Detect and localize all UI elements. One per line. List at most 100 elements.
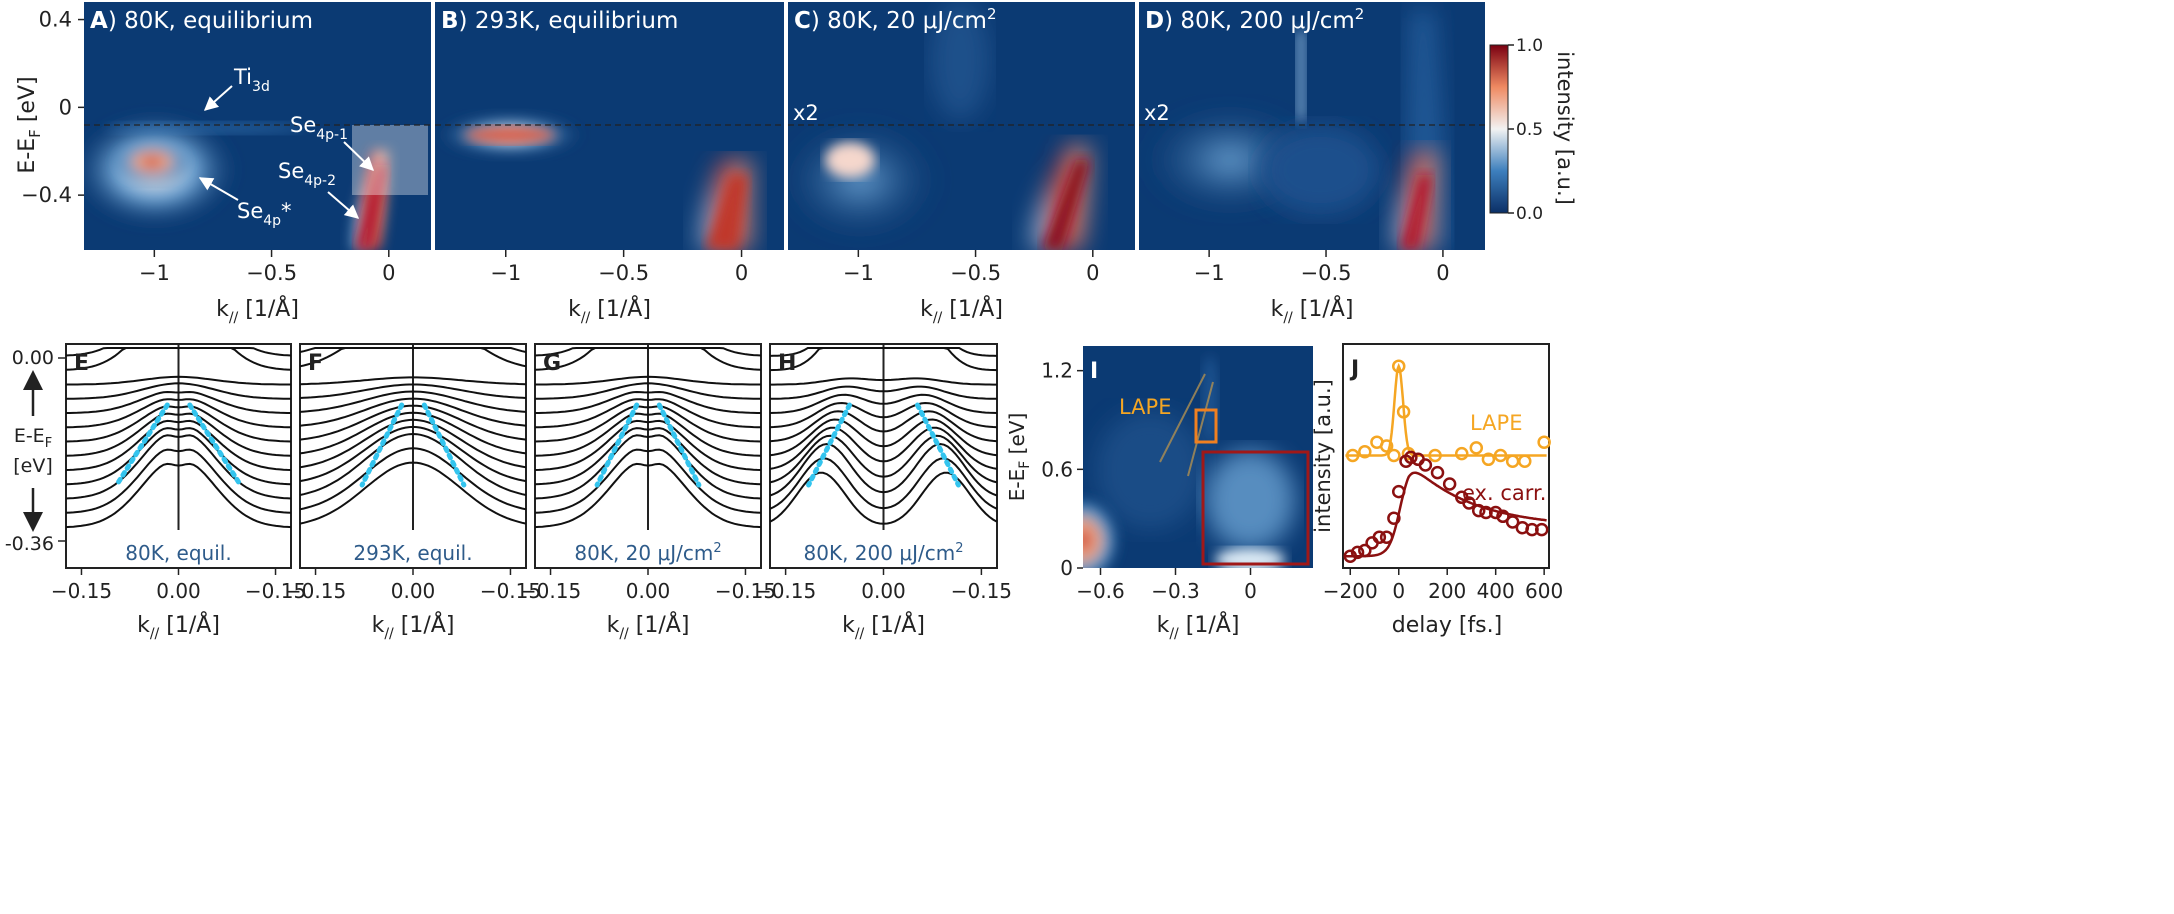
mid-xtick: −0.15 <box>715 579 776 603</box>
mid-x-label: k// [1/Å] <box>607 611 690 642</box>
panel-g: G 80K, 20 μJ/cm2 −0.15 0.00 −0.15 k// [1/Å] <box>520 343 776 642</box>
top-xtick: −0.5 <box>598 261 649 285</box>
panel-j-xtick: 600 <box>1525 579 1563 603</box>
colorbar-label: intensity [a.u.] <box>1553 51 1577 205</box>
excarr-data-point <box>1534 522 1549 537</box>
excarr-data-point <box>1404 450 1418 465</box>
top-xtick: −1 <box>139 261 170 285</box>
panel-j-xtick: 200 <box>1428 579 1466 603</box>
lape-data-point <box>1455 446 1469 461</box>
excarr-data-point <box>1462 496 1476 510</box>
lape-data-point <box>1518 454 1532 468</box>
panel-letter: G <box>543 351 561 376</box>
excarr-data-point <box>1418 458 1433 472</box>
lape-guide-line-1 <box>1159 373 1206 463</box>
panel-j-y-label: intensity [a.u.] <box>1311 379 1335 533</box>
mid-xtick: −0.15 <box>951 579 1012 603</box>
mid-y-label-line1: E-EF <box>14 425 52 451</box>
lape-legend-label: LAPE <box>1470 411 1522 435</box>
panel-letter: H <box>778 351 796 376</box>
mid-xtick: 0.00 <box>861 579 906 603</box>
top-y-axis: 0.4 0 −0.4 <box>21 8 84 207</box>
se4p2-label: Se4p-2 <box>278 159 336 189</box>
excarr-data-point <box>1372 530 1387 544</box>
panel-i-xtick: 0 <box>1244 579 1257 603</box>
excarr-fit-line <box>1345 471 1547 558</box>
excarr-data-point <box>1525 522 1539 537</box>
se4p1-arrow <box>343 141 375 171</box>
top-ytick: 0 <box>59 95 72 119</box>
colorbar-tick-max: 1.0 <box>1516 36 1543 56</box>
panel-j-xtick: 0 <box>1392 579 1405 603</box>
panel-i-ytick: 0.6 <box>1041 457 1073 481</box>
colorbar: 1.0 0.5 0.0 intensity [a.u.] <box>1489 36 1577 224</box>
panel-i-lape-label: LAPE <box>1119 395 1171 419</box>
panel-c-title: C) 80K, 20 μJ/cm2 <box>794 5 997 34</box>
panel-i-xtick: −0.3 <box>1151 579 1200 603</box>
panel-a-annotations: Ti3d Se4p* Se4p-1 Se4p-2 <box>198 65 375 229</box>
mid-xtick: −0.15 <box>755 579 816 603</box>
panel-d-title: D) 80K, 200 μJ/cm2 <box>1145 5 1364 34</box>
panel-j-xtick: 400 <box>1477 579 1515 603</box>
mid-y-label-line2: [eV] <box>13 455 53 477</box>
panel-i-ytick: 1.2 <box>1041 359 1073 383</box>
top-xtick: 0 <box>382 261 395 285</box>
panel-letter: E <box>74 351 89 376</box>
top-x-axes: −1 −0.5 0 k// [1/Å] −1 −0.5 0 k// [1/Å] −1 −0.5 0 k… <box>139 250 1450 326</box>
panel-i-x-label: k// [1/Å] <box>1157 611 1240 642</box>
panel-caption: 80K, 20 μJ/cm2 <box>574 541 721 565</box>
mid-ytick-top: 0.00 <box>12 347 54 369</box>
colorbar-tick-mid: 0.5 <box>1516 120 1543 140</box>
lape-data-point <box>1537 435 1551 449</box>
top-x-label: k// [1/Å] <box>568 295 651 326</box>
top-xtick: −0.5 <box>246 261 297 285</box>
mid-xtick: −0.15 <box>51 579 112 603</box>
excarr-data-point <box>1430 465 1445 480</box>
se4p2-arrow <box>327 191 360 219</box>
panel-h: H 80K, 200 μJ/cm2 −0.15 0.00 −0.15 k// [1/Å] <box>755 343 1012 642</box>
top-ytick: −0.4 <box>21 183 72 207</box>
excarr-data-point <box>1358 543 1372 558</box>
panel-j-x-label: delay [fs.] <box>1392 613 1502 638</box>
mid-row-panels: E 80K, equil. −0.15 0.00 −0.15 k// [1/Å] F 293K… <box>5 343 1012 642</box>
colorbar-gradient <box>1489 44 1509 214</box>
excarr-data-point <box>1379 530 1394 544</box>
excarr-data-point <box>1350 545 1365 560</box>
top-x-label: k// [1/Å] <box>920 295 1003 326</box>
mid-ytick-bottom: -0.36 <box>5 533 54 555</box>
panel-i-xtick: −0.6 <box>1076 579 1125 603</box>
panel-d-features <box>1140 10 1450 250</box>
lape-data-point <box>1396 405 1411 419</box>
top-x-label: k// [1/Å] <box>216 295 299 326</box>
panel-b-features <box>435 113 760 250</box>
mid-xtick: −0.15 <box>480 579 541 603</box>
lape-data-point <box>1391 359 1406 373</box>
top-x-label: k// [1/Å] <box>1271 295 1354 326</box>
lape-data-point <box>1387 448 1401 463</box>
top-ytick: 0.4 <box>39 8 72 32</box>
panel-d-scale-label: x2 <box>1144 101 1170 125</box>
mid-x-label: k// [1/Å] <box>372 611 455 642</box>
top-xtick: −0.5 <box>950 261 1001 285</box>
top-xtick: 0 <box>1436 261 1449 285</box>
excarr-data-point <box>1496 509 1510 524</box>
lape-data-point <box>1469 441 1484 455</box>
top-xtick: −1 <box>1194 261 1225 285</box>
mid-x-label: k// [1/Å] <box>842 611 925 642</box>
panel-j-chart: J −200 0 200 400 600 LAPE ex. carr. intensit… <box>1311 343 1563 638</box>
top-xtick: −0.5 <box>1301 261 1352 285</box>
excarr-data-point <box>1471 503 1486 518</box>
colorbar-tick-min: 0.0 <box>1516 204 1543 224</box>
excarr-data-point <box>1391 484 1406 499</box>
panel-caption: 293K, equil. <box>353 541 472 565</box>
lape-region-box <box>1194 408 1218 444</box>
panel-letter: F <box>308 351 323 376</box>
mid-xtick: −0.15 <box>520 579 581 603</box>
top-xtick: −1 <box>490 261 521 285</box>
excarr-data-point <box>1488 505 1503 520</box>
excarr-data-point <box>1505 515 1520 529</box>
se4p-star-arrow <box>198 177 239 201</box>
top-y-label: E-EF [eV] <box>15 76 44 173</box>
lape-data-point <box>1481 452 1496 467</box>
top-xtick: 0 <box>1086 261 1099 285</box>
